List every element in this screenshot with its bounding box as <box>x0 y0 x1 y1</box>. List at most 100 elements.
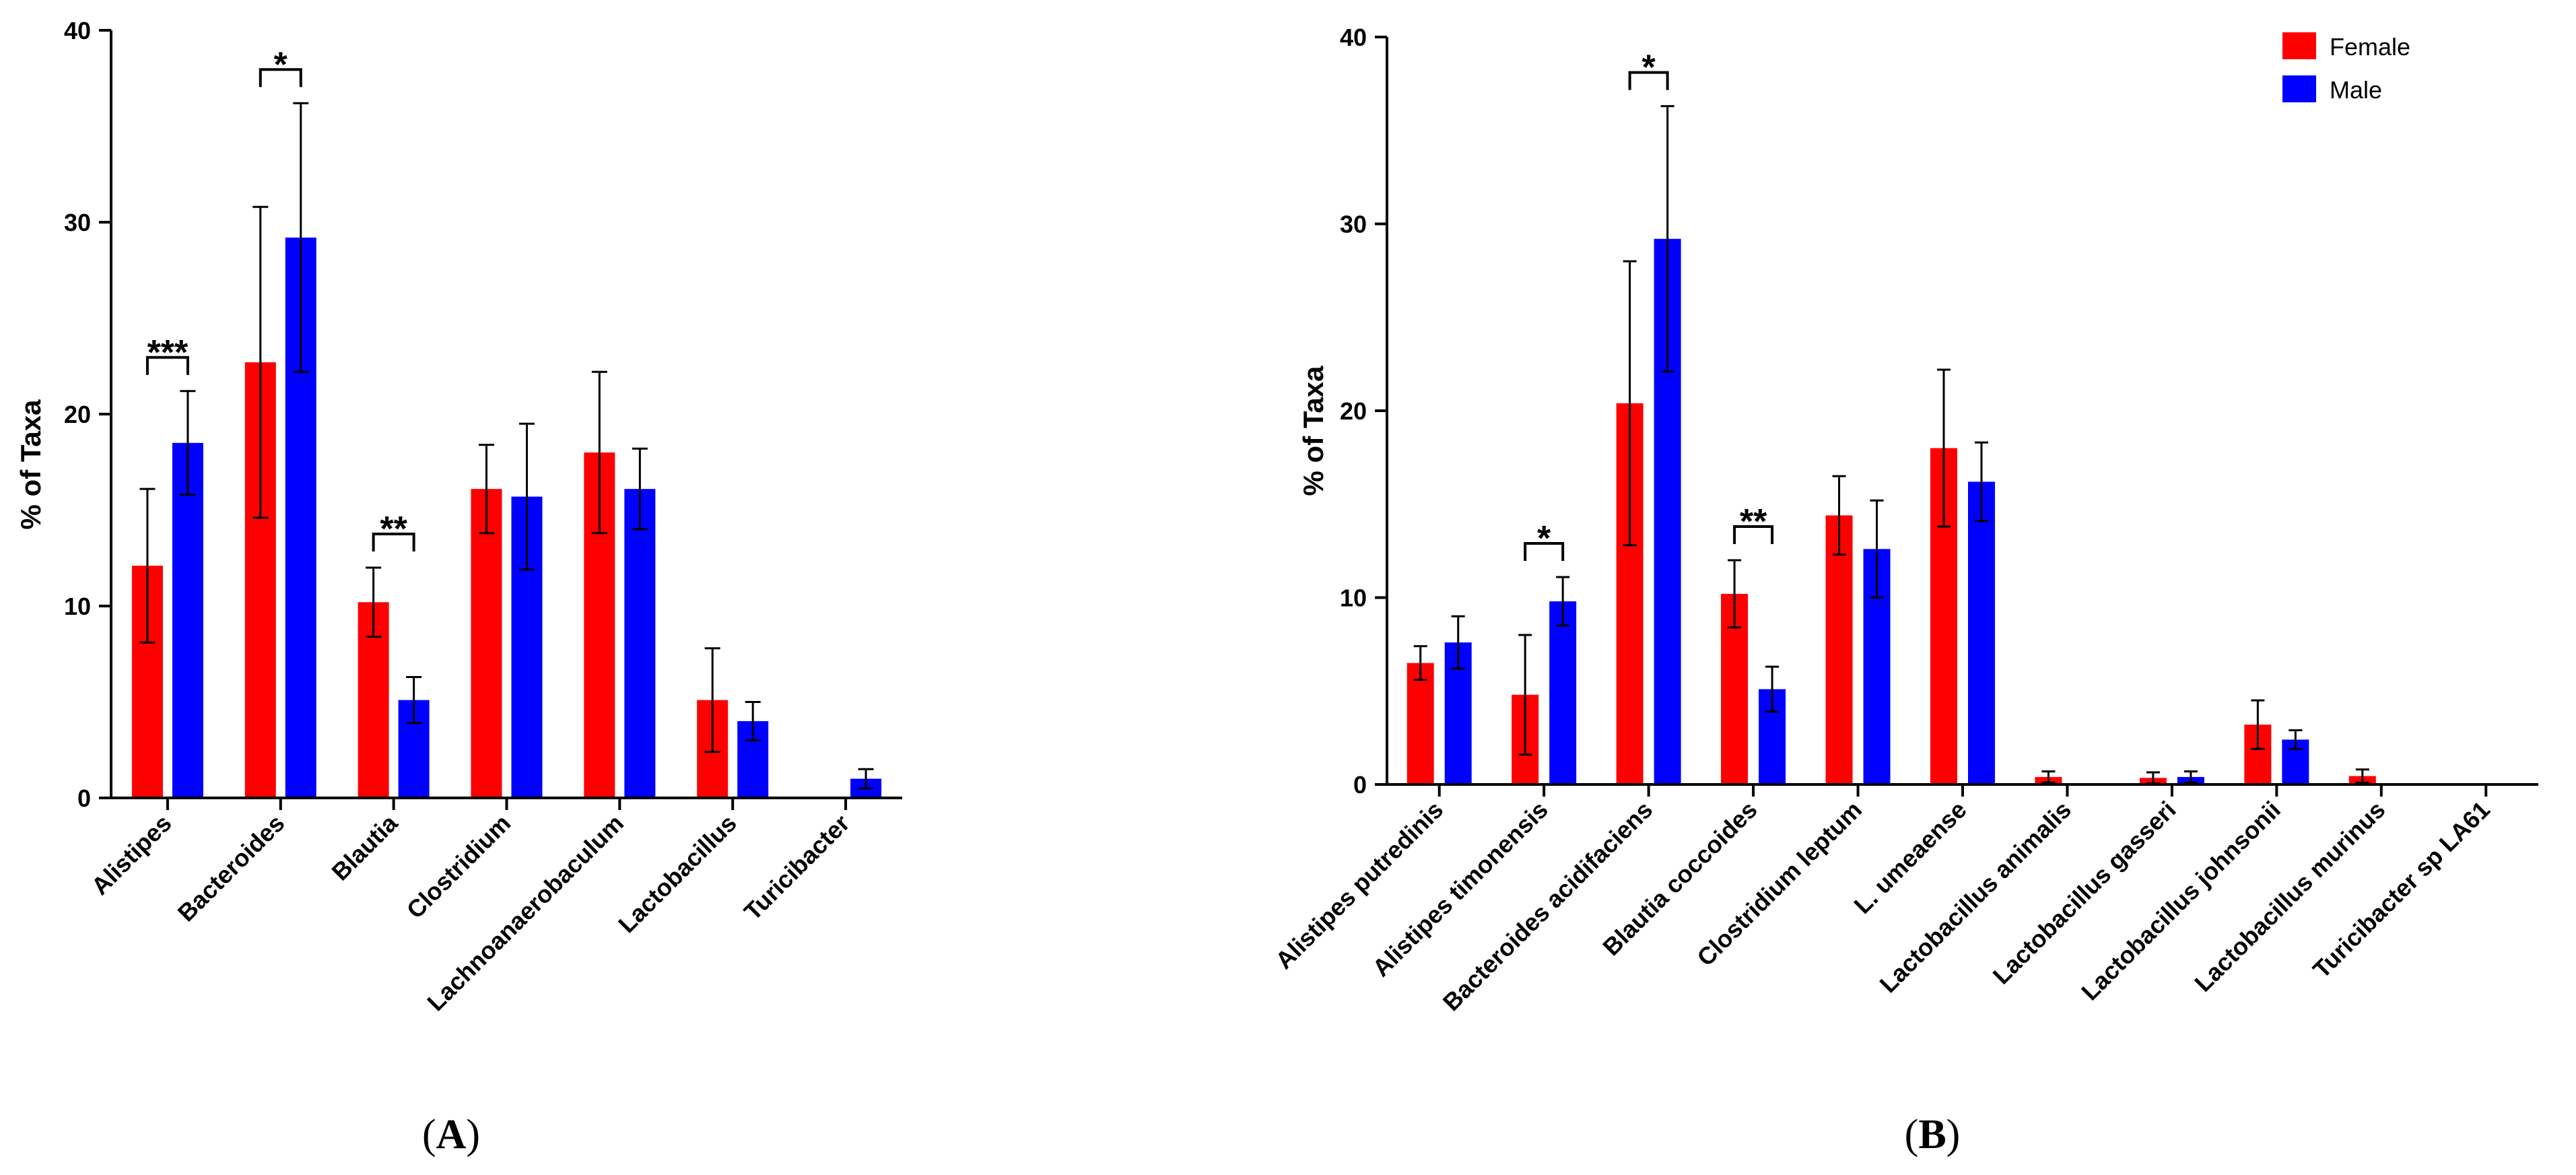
significance-bracket <box>1524 541 1565 561</box>
significance-bracket <box>1628 71 1669 90</box>
male-bar <box>1968 481 1995 784</box>
x-category-label: Turicibacter sp LA61 <box>2307 796 2495 984</box>
panel-a-significance-markers: ****** <box>145 45 415 551</box>
x-category-label: Lactobacillus <box>613 809 742 939</box>
male-error-bar <box>519 422 535 571</box>
significance-label: ** <box>380 510 407 549</box>
panel-a-paren-open: ( <box>422 1112 436 1157</box>
y-tick-label: 20 <box>64 401 91 428</box>
male-error-bar <box>293 102 309 373</box>
panel-a-paren-close: ) <box>466 1112 480 1157</box>
x-category-label: Blautia <box>326 809 403 886</box>
y-tick-label: 30 <box>1340 211 1367 238</box>
significance-bracket <box>145 356 189 375</box>
x-category-label: Bacteroides acidifaciens <box>1437 796 1658 1017</box>
female-error-bar <box>1832 475 1846 556</box>
female-error-bar <box>1623 260 1637 547</box>
male-bar <box>624 489 656 798</box>
female-error-bar <box>1413 645 1427 681</box>
female-error-bar <box>479 444 494 535</box>
x-category-label: Lactobacillus animalis <box>1874 796 2076 999</box>
female-bar <box>471 489 502 798</box>
male-error-bar <box>1660 105 1674 373</box>
legend-female-swatch <box>2282 32 2316 59</box>
male-error-bar <box>2183 770 2198 784</box>
legend: Female Male <box>2282 32 2410 104</box>
panel-a-y-ticks: 0 10 20 30 40 <box>64 17 111 812</box>
female-error-bar <box>366 566 382 638</box>
panel-a-axes <box>110 30 902 810</box>
y-tick-label: 10 <box>64 593 91 620</box>
panel-b-bars <box>1406 238 2376 784</box>
male-error-bar <box>858 768 874 790</box>
significance-label: * <box>274 45 288 84</box>
female-error-bar <box>1518 634 1532 756</box>
panel-a-letter: A <box>436 1112 467 1157</box>
significance-bracket <box>259 68 302 88</box>
y-tick-label: 20 <box>1340 397 1367 425</box>
male-error-bar <box>180 390 196 496</box>
male-error-bar <box>632 447 648 531</box>
male-error-bar <box>1870 499 1884 599</box>
female-error-bar <box>252 205 269 519</box>
panel-a-bars <box>131 237 882 798</box>
significance-bracket <box>1733 525 1774 544</box>
x-category-label: Lachnoanaerobaculum <box>421 809 629 1017</box>
x-category-label: Alistipes putredinis <box>1270 796 1448 974</box>
female-error-bar <box>139 488 156 644</box>
female-error-bar <box>2041 770 2056 784</box>
panel-b-paren-open: ( <box>1905 1112 1919 1157</box>
panel-a-error-bars <box>139 102 874 790</box>
panel-b-significance-markers: **** <box>1524 48 1774 561</box>
female-error-bar <box>2355 768 2369 784</box>
female-error-bar <box>591 370 607 535</box>
male-bar <box>1549 601 1577 784</box>
male-error-bar <box>1556 576 1570 627</box>
panel-a-tag: (A) <box>422 1112 480 1157</box>
y-tick-label: 10 <box>1340 584 1367 612</box>
panel-b-y-axis-label: % of Taxa <box>1297 366 1329 496</box>
x-category-label: Alistipes timonensis <box>1367 796 1553 982</box>
panel-b-tag: (B) <box>1905 1112 1961 1157</box>
x-category-label: Alistipes <box>86 809 176 900</box>
significance-label: * <box>1642 48 1656 88</box>
male-error-bar <box>1451 615 1465 670</box>
panel-b-letter: B <box>1918 1112 1946 1157</box>
male-error-bar <box>2289 729 2303 750</box>
y-tick-label: 30 <box>64 209 91 236</box>
panel-b-y-ticks: 0 10 20 30 40 <box>1340 24 1387 799</box>
panel-a-y-axis-label: % of Taxa <box>15 399 46 530</box>
significance-label: ** <box>1740 502 1767 541</box>
x-category-label: Clostridium <box>401 809 516 924</box>
x-category-label: Turicibacter <box>739 809 855 926</box>
male-error-bar <box>406 675 422 725</box>
female-error-bar <box>704 647 720 753</box>
x-category-label: Lactobacillus murinus <box>2189 796 2390 997</box>
y-tick-label: 40 <box>64 17 91 44</box>
x-category-label: Lactobacillus johnsonii <box>2076 796 2286 1006</box>
female-error-bar <box>1728 559 1742 629</box>
female-error-bar <box>2251 699 2265 750</box>
y-tick-label: 0 <box>77 784 91 812</box>
x-category-label: Lactobacillus gasseri <box>1988 796 2181 990</box>
female-bar <box>1825 515 1853 784</box>
female-bar <box>1406 663 1434 784</box>
legend-female-label: Female <box>2330 33 2410 61</box>
legend-male-swatch <box>2282 75 2316 102</box>
male-error-bar <box>1975 441 1988 523</box>
y-tick-label: 0 <box>1353 771 1367 799</box>
panel-b-error-bars <box>1413 105 2369 785</box>
panel-b-paren-close: ) <box>1946 1112 1961 1157</box>
significance-label: *** <box>147 333 189 372</box>
male-error-bar <box>1765 665 1780 713</box>
panel-b-axes <box>1386 37 2538 797</box>
male-bar <box>172 442 203 798</box>
y-tick-label: 40 <box>1340 24 1367 51</box>
significance-bracket <box>372 533 415 551</box>
x-category-label: Bacteroides <box>172 809 290 927</box>
female-error-bar <box>1937 368 1951 528</box>
